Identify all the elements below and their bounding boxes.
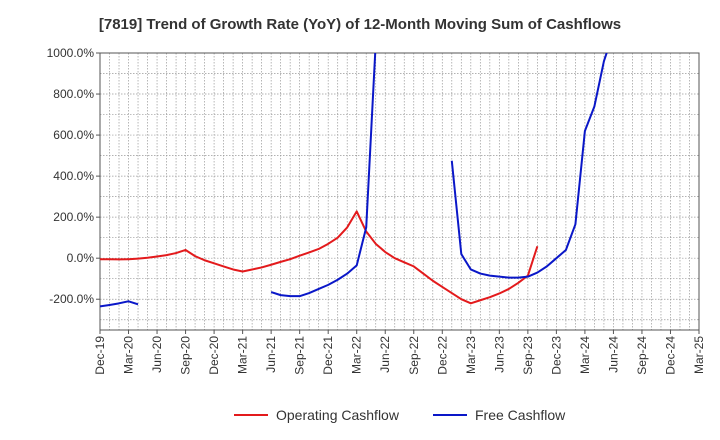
axes: -200.0% 0.0% 200.0% 400.0% 600.0% 800.0% 1000.… (47, 46, 706, 375)
plot-frame (99, 52, 700, 331)
x-tick-label: Mar-22 (350, 336, 364, 374)
legend-label: Free Cashflow (475, 407, 566, 423)
series-line-free-cashflow (100, 53, 608, 308)
legend-label: Operating Cashflow (276, 407, 400, 423)
x-tick-label: Dec-22 (435, 336, 449, 375)
x-tick-label: Mar-25 (692, 336, 706, 374)
y-tick-label: 0.0% (67, 251, 95, 265)
x-tick-label: Sep-22 (407, 336, 421, 375)
x-tick-label: Jun-21 (264, 336, 278, 373)
grid (100, 52, 699, 330)
y-tick-label: 1000.0% (47, 46, 95, 60)
y-tick-label: 400.0% (53, 169, 94, 183)
y-tick-label: 800.0% (53, 87, 94, 101)
x-tick-label: Jun-23 (492, 336, 506, 373)
x-tick-label: Mar-20 (122, 336, 136, 374)
chart-title: [7819] Trend of Growth Rate (YoY) of 12-… (99, 16, 621, 33)
y-tick-label: -200.0% (49, 292, 94, 306)
x-tick-label: Jun-22 (378, 336, 392, 373)
x-tick-label: Mar-21 (236, 336, 250, 374)
y-tick-label: 600.0% (53, 128, 94, 142)
x-tick-label: Dec-19 (93, 336, 107, 375)
x-tick-label: Dec-21 (321, 336, 335, 375)
series-layer (100, 53, 608, 308)
x-tick-label: Mar-24 (578, 336, 592, 374)
y-tick-label: 200.0% (53, 210, 94, 224)
x-tick-label: Jun-20 (150, 336, 164, 373)
x-tick-label: Dec-20 (207, 336, 221, 375)
legend: Operating Cashflow Free Cashflow (234, 407, 566, 423)
x-tick-label: Sep-21 (293, 336, 307, 375)
series-line-operating-cashflow (100, 210, 539, 305)
x-tick-label: Sep-23 (521, 336, 535, 375)
x-tick-label: Sep-24 (635, 336, 649, 375)
x-tick-label: Dec-23 (549, 336, 563, 375)
x-tick-label: Dec-24 (663, 336, 677, 375)
x-tick-label: Jun-24 (606, 336, 620, 373)
x-tick-label: Sep-20 (179, 336, 193, 375)
x-tick-label: Mar-23 (464, 336, 478, 374)
